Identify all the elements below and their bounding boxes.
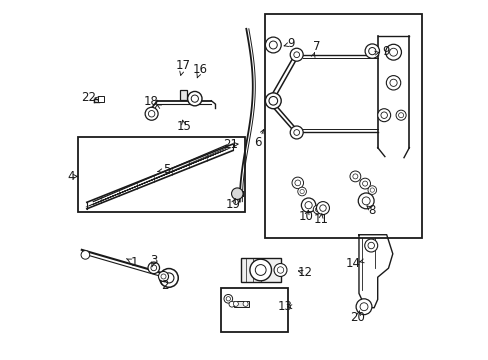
Text: 1: 1 bbox=[131, 256, 138, 269]
Circle shape bbox=[362, 181, 367, 186]
Text: 8: 8 bbox=[368, 204, 375, 217]
Text: 19: 19 bbox=[225, 198, 240, 211]
Text: 10: 10 bbox=[298, 210, 313, 223]
Circle shape bbox=[395, 110, 406, 120]
Circle shape bbox=[359, 303, 367, 311]
Circle shape bbox=[268, 96, 277, 105]
Circle shape bbox=[385, 44, 401, 60]
Bar bbox=[78, 137, 244, 212]
Circle shape bbox=[380, 112, 386, 118]
Circle shape bbox=[273, 264, 286, 276]
Text: 20: 20 bbox=[350, 311, 365, 324]
Text: 13: 13 bbox=[277, 300, 292, 313]
Circle shape bbox=[148, 262, 159, 274]
Circle shape bbox=[368, 48, 375, 55]
Text: 9: 9 bbox=[381, 45, 388, 58]
Circle shape bbox=[225, 297, 230, 301]
Circle shape bbox=[161, 274, 166, 279]
Circle shape bbox=[313, 205, 321, 214]
Circle shape bbox=[277, 267, 283, 273]
Circle shape bbox=[355, 299, 371, 315]
Text: 18: 18 bbox=[143, 95, 158, 108]
Circle shape bbox=[158, 271, 168, 282]
Circle shape bbox=[233, 301, 238, 306]
Bar bbox=[265, 14, 421, 238]
Bar bbox=[98, 96, 104, 102]
Circle shape bbox=[364, 239, 377, 252]
Circle shape bbox=[231, 188, 243, 199]
Text: 15: 15 bbox=[176, 120, 191, 133]
Text: 4: 4 bbox=[67, 170, 75, 183]
Circle shape bbox=[243, 301, 247, 306]
Circle shape bbox=[145, 107, 158, 120]
Circle shape bbox=[299, 189, 304, 194]
Circle shape bbox=[289, 126, 303, 139]
Circle shape bbox=[163, 273, 174, 283]
Circle shape bbox=[367, 242, 374, 249]
Text: 11: 11 bbox=[313, 213, 327, 226]
Circle shape bbox=[293, 130, 299, 135]
Bar bbox=[233, 301, 248, 307]
Circle shape bbox=[349, 171, 360, 182]
Circle shape bbox=[265, 93, 281, 109]
Circle shape bbox=[352, 174, 357, 179]
Text: 17: 17 bbox=[176, 59, 190, 72]
Circle shape bbox=[369, 188, 374, 192]
Circle shape bbox=[224, 294, 232, 303]
Circle shape bbox=[315, 207, 319, 212]
Circle shape bbox=[316, 202, 329, 215]
Circle shape bbox=[148, 111, 155, 117]
Text: 6: 6 bbox=[254, 136, 262, 149]
Bar bbox=[221, 288, 287, 332]
Circle shape bbox=[386, 76, 400, 90]
Text: 21: 21 bbox=[223, 138, 238, 151]
Circle shape bbox=[81, 251, 89, 259]
Text: 3: 3 bbox=[150, 254, 157, 267]
Bar bbox=[179, 90, 186, 100]
Circle shape bbox=[358, 193, 373, 209]
Circle shape bbox=[249, 259, 271, 281]
Circle shape bbox=[365, 44, 379, 58]
Circle shape bbox=[293, 52, 299, 58]
Text: 16: 16 bbox=[193, 63, 208, 76]
Circle shape bbox=[377, 109, 390, 122]
Circle shape bbox=[398, 113, 403, 118]
Text: 9: 9 bbox=[286, 37, 294, 50]
Circle shape bbox=[289, 48, 303, 61]
Circle shape bbox=[362, 197, 369, 205]
Text: 14: 14 bbox=[345, 257, 360, 270]
Circle shape bbox=[187, 91, 202, 106]
Circle shape bbox=[389, 48, 397, 56]
Circle shape bbox=[319, 205, 325, 211]
Circle shape bbox=[255, 265, 265, 275]
Circle shape bbox=[367, 186, 376, 194]
Circle shape bbox=[265, 37, 281, 53]
Circle shape bbox=[191, 95, 198, 102]
Text: 22: 22 bbox=[81, 91, 96, 104]
Circle shape bbox=[294, 180, 300, 186]
Text: 2: 2 bbox=[161, 279, 169, 292]
Bar bbox=[241, 258, 280, 282]
Circle shape bbox=[305, 202, 311, 209]
Circle shape bbox=[159, 269, 178, 287]
Text: 12: 12 bbox=[297, 266, 312, 279]
Circle shape bbox=[359, 178, 370, 189]
Circle shape bbox=[269, 41, 277, 49]
Circle shape bbox=[297, 187, 306, 196]
Circle shape bbox=[291, 177, 303, 189]
Circle shape bbox=[228, 301, 234, 307]
Circle shape bbox=[389, 79, 396, 86]
Text: 7: 7 bbox=[312, 40, 320, 53]
Circle shape bbox=[301, 198, 315, 212]
Circle shape bbox=[151, 265, 156, 271]
Text: 5: 5 bbox=[163, 163, 170, 176]
